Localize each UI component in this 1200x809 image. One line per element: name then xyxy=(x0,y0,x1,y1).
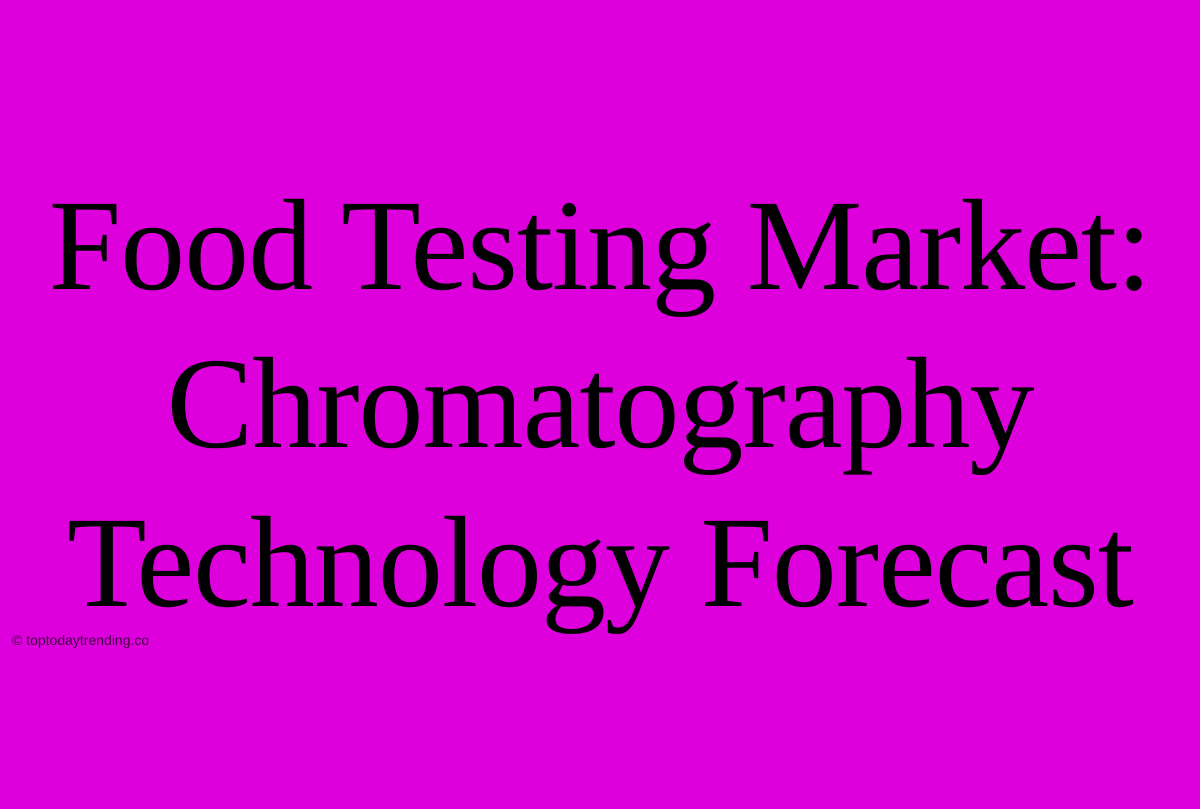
banner-container: Food Testing Market: Chromatography Tech… xyxy=(0,0,1200,809)
watermark-text: © toptodaytrending.co xyxy=(12,632,149,648)
headline-text: Food Testing Market: Chromatography Tech… xyxy=(0,167,1200,643)
